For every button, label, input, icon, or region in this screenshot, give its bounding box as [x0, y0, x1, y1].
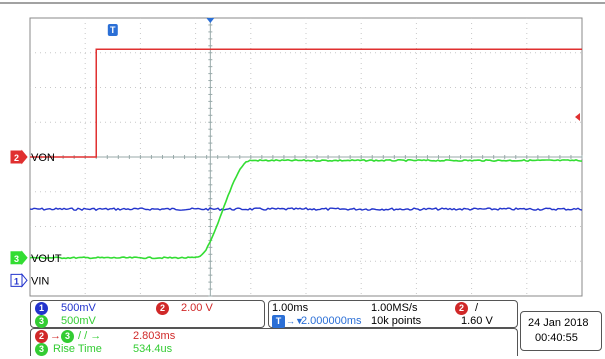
measurements-panel[interactable]: 2 → 3 / / → 2.803ms 3 Rise Time 534.4us [30, 328, 518, 356]
delay-from-badge: 2 [35, 330, 48, 343]
time-text: 00:40:55 [535, 332, 578, 344]
ch2-marker-arrow-icon [21, 149, 28, 165]
ch1-marker-number: 1 [14, 276, 19, 286]
ch1-scale: 500mV [61, 302, 96, 314]
timebase-trigger-panel[interactable]: 1.00ms 1.00MS/s 2 / T →▼ 2.000000ms 10k … [268, 300, 518, 328]
rise-label: Rise Time [53, 343, 102, 355]
ch2-marker-number: 2 [14, 153, 19, 163]
date-text: 24 Jan 2018 [528, 317, 589, 329]
rise-channel-badge: 3 [35, 343, 48, 356]
datetime-panel: 24 Jan 2018 00:40:55 [520, 311, 602, 351]
rise-value: 534.4us [133, 343, 173, 355]
trigger-position: 2.000000ms [301, 315, 362, 327]
ch3-marker-label: VOUT [31, 253, 62, 265]
ch3-marker-number: 3 [14, 254, 19, 264]
sample-rate: 1.00MS/s [371, 302, 418, 314]
ch3-marker-arrow-icon [21, 250, 28, 266]
ch3-trace [29, 158, 583, 260]
delay-arrow-icon: → [50, 330, 61, 342]
trigger-marker-icon [107, 24, 118, 36]
ch2-badge: 2 [156, 302, 169, 315]
trigger-position-icon [206, 18, 215, 23]
ch1-marker-label: VIN [31, 275, 49, 287]
trigger-position-icon: T [272, 315, 285, 328]
trigger-level: 1.60 V [461, 315, 493, 327]
ch1-badge: 1 [35, 302, 48, 315]
trigger-channel-badge: 2 [455, 302, 468, 315]
trigger-level-arrow-icon [575, 113, 580, 122]
ch2-scale: 2.00 V [181, 302, 213, 314]
delay-value: 2.803ms [133, 330, 176, 342]
ch2-marker-label: VON [31, 152, 55, 164]
delay-to-badge: 3 [61, 330, 74, 343]
trigger-slope-icon: / [475, 302, 479, 314]
ch3-scale: 500mV [61, 315, 96, 327]
trigger-marker-label: T [110, 25, 116, 35]
record-length: 10k points [371, 315, 422, 327]
delay-edges: / / → [78, 330, 102, 342]
ch3-badge: 3 [35, 315, 48, 328]
time-per-div: 1.00ms [272, 302, 309, 314]
channel-scale-panel[interactable]: 1 500mV 2 2.00 V 3 500mV [30, 300, 265, 328]
trigger-arrow-icon: →▼ [286, 316, 304, 326]
ch1-marker-arrow-icon [21, 272, 28, 288]
ch2-trace [30, 48, 582, 158]
ch1-trace [29, 207, 583, 212]
